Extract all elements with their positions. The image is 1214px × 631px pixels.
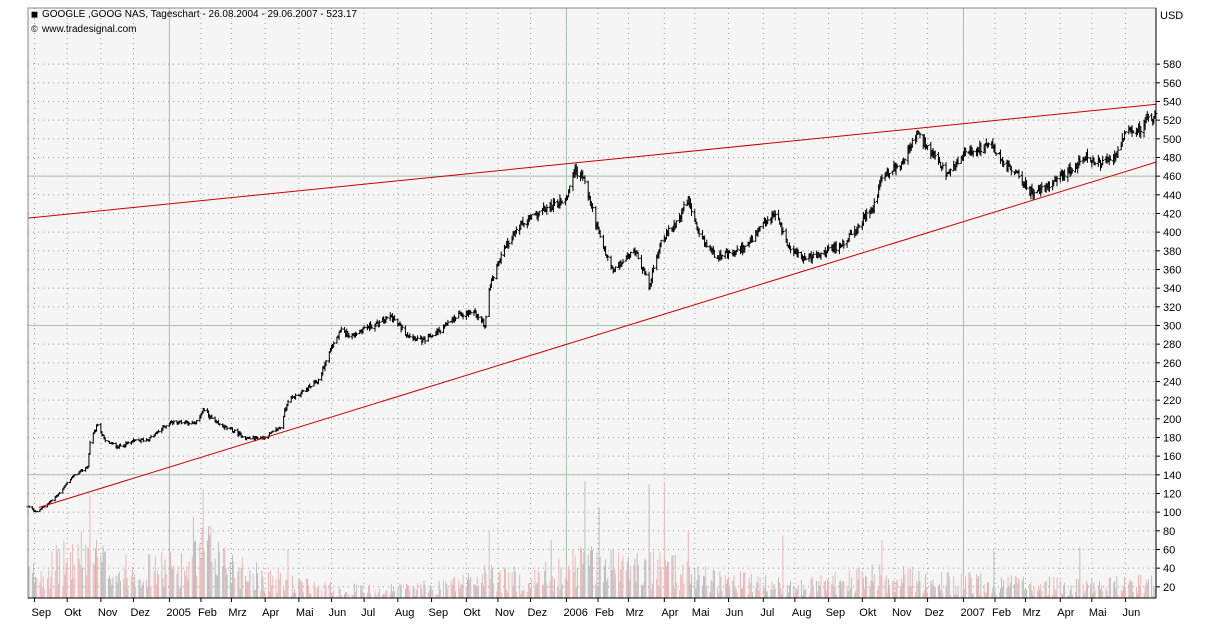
x-tick-label: Apr <box>262 607 279 619</box>
y-tick-label: 200 <box>1163 414 1181 426</box>
x-tick-label: Feb <box>198 607 217 619</box>
x-tick-label: Nov <box>892 607 912 619</box>
y-tick-label: 240 <box>1163 376 1181 388</box>
x-tick-label: Okt <box>859 607 876 619</box>
chart-source-text: www.tradesignal.com <box>42 24 137 35</box>
y-axis-unit: USD <box>1160 10 1184 22</box>
y-tick-label: 220 <box>1163 395 1181 407</box>
y-tick-label: 320 <box>1163 302 1181 314</box>
y-tick-label: 40 <box>1163 563 1175 575</box>
plot-background <box>28 8 1156 598</box>
x-tick-label: Mrz <box>228 607 246 619</box>
copyright-icon: © <box>31 24 38 34</box>
y-tick-label: 280 <box>1163 339 1181 351</box>
y-tick-label: 180 <box>1163 432 1181 444</box>
x-tick-label: Dez <box>131 607 151 619</box>
y-tick-label: 80 <box>1163 526 1175 538</box>
x-tick-label: Apr <box>661 607 678 619</box>
x-tick-label: Feb <box>595 607 614 619</box>
y-tick-label: 360 <box>1163 264 1181 276</box>
y-tick-label: 480 <box>1163 152 1181 164</box>
trendline <box>38 161 1157 508</box>
x-tick-label: Mai <box>296 607 314 619</box>
x-tick-label: Jun <box>1123 607 1141 619</box>
chart-title-text: GOOGLE ,GOOG NAS, Tageschart - 26.08.200… <box>42 9 357 20</box>
x-tick-label: Sep <box>826 607 846 619</box>
x-tick-label: Jul <box>361 607 375 619</box>
y-tick-label: 60 <box>1163 544 1175 556</box>
chart-source: © www.tradesignal.com <box>30 24 136 35</box>
trendline <box>27 103 1157 219</box>
y-tick-label: 460 <box>1163 171 1181 183</box>
y-tick-label: 500 <box>1163 134 1181 146</box>
y-tick-label: 100 <box>1163 507 1181 519</box>
y-tick-label: 260 <box>1163 358 1181 370</box>
y-tick-label: 120 <box>1163 488 1181 500</box>
y-tick-label: 520 <box>1163 115 1181 127</box>
y-tick-label: 400 <box>1163 227 1181 239</box>
x-tick-label: Feb <box>992 607 1011 619</box>
chart-title: ◼ GOOGLE ,GOOG NAS, Tageschart - 26.08.20… <box>30 9 357 20</box>
x-tick-label: Mai <box>1089 607 1107 619</box>
x-tick-label: Nov <box>98 607 118 619</box>
x-tick-label: Sep <box>32 607 52 619</box>
x-tick-label: Aug <box>395 607 415 619</box>
x-tick-label: Nov <box>495 607 515 619</box>
x-tick-label: Sep <box>429 607 449 619</box>
y-tick-label: 560 <box>1163 78 1181 90</box>
y-tick-label: 440 <box>1163 190 1181 202</box>
x-tick-label: Dez <box>528 607 548 619</box>
x-tick-label: Jun <box>328 607 346 619</box>
x-tick-label: Okt <box>64 607 81 619</box>
x-tick-label: 2005 <box>166 607 190 619</box>
x-tick-label: Okt <box>463 607 480 619</box>
y-tick-label: 340 <box>1163 283 1181 295</box>
x-tick-label: Apr <box>1057 607 1074 619</box>
x-tick-label: Mrz <box>1022 607 1040 619</box>
x-tick-label: Dez <box>925 607 945 619</box>
x-tick-label: Aug <box>792 607 812 619</box>
x-tick-label: Jun <box>726 607 744 619</box>
x-tick-label: Mai <box>692 607 710 619</box>
y-tick-label: 300 <box>1163 320 1181 332</box>
y-tick-label: 540 <box>1163 96 1181 108</box>
x-tick-label: 2006 <box>563 607 587 619</box>
x-tick-label: Mrz <box>625 607 643 619</box>
y-tick-label: 580 <box>1163 59 1181 71</box>
chart-symbol-icon: ◼ <box>30 9 39 19</box>
y-tick-label: 380 <box>1163 246 1181 258</box>
x-tick-label: 2007 <box>960 607 984 619</box>
y-tick-label: 160 <box>1163 451 1181 463</box>
y-tick-label: 20 <box>1163 582 1175 594</box>
x-tick-label: Jul <box>760 607 774 619</box>
y-tick-label: 420 <box>1163 208 1181 220</box>
y-tick-label: 140 <box>1163 470 1181 482</box>
